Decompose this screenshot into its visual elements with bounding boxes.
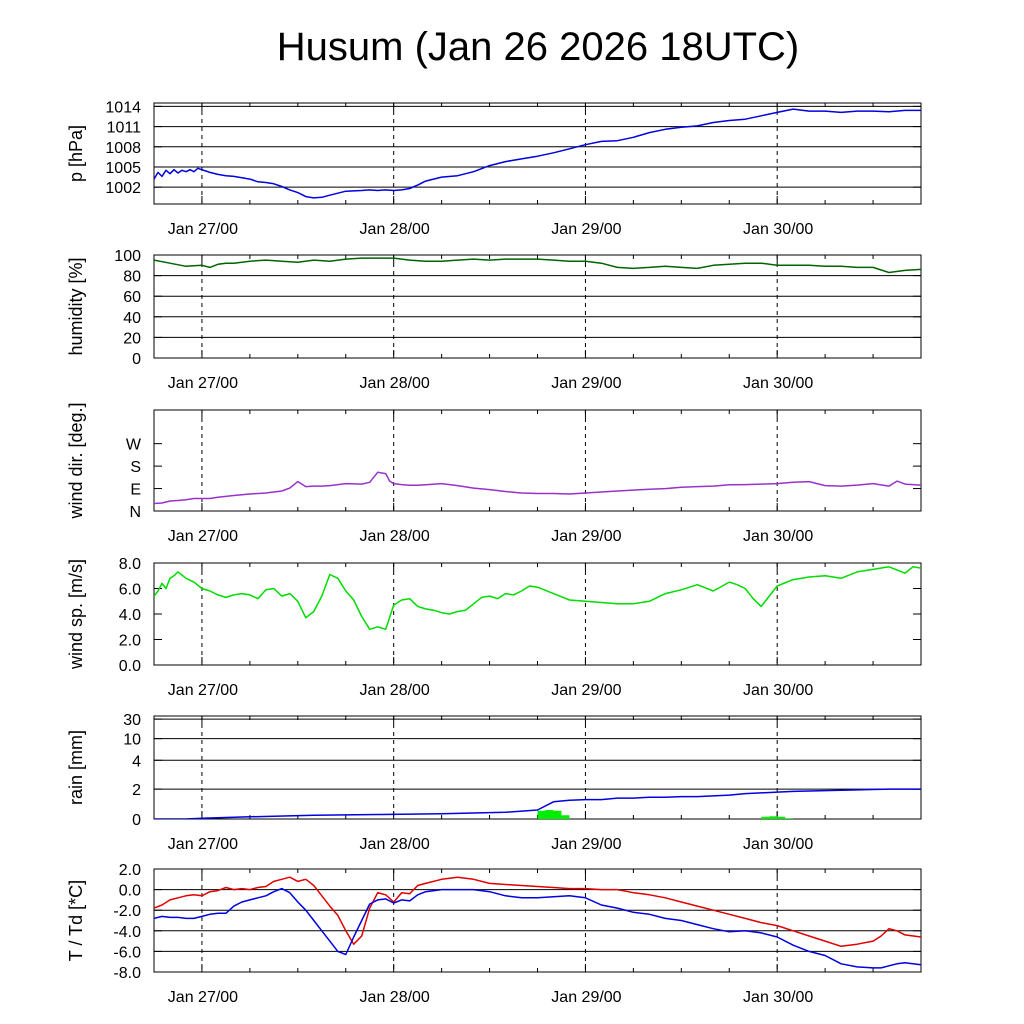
rain-bar	[537, 810, 546, 819]
x-tick-label: Jan 30/00	[743, 836, 813, 853]
series-group	[154, 876, 921, 969]
panel-frame	[153, 254, 922, 359]
rain-bar	[769, 816, 778, 819]
x-tick-label: Jan 30/00	[743, 528, 813, 545]
x-tick-label: Jan 29/00	[551, 221, 621, 238]
x-tick-label: Jan 29/00	[551, 375, 621, 392]
y-tick-label: 0.0	[119, 658, 141, 675]
y-axis-label: rain [mm]	[66, 730, 86, 805]
x-tick-label: Jan 28/00	[360, 682, 430, 699]
y-tick-label: 30	[123, 712, 141, 729]
x-tick-label: Jan 27/00	[168, 682, 238, 699]
x-tick-label: Jan 27/00	[168, 989, 238, 1006]
series-line-wind-direction	[154, 471, 921, 505]
x-tick-label: Jan 29/00	[551, 682, 621, 699]
y-tick-label: 1005	[105, 160, 141, 177]
y-tick-label: 8.0	[119, 556, 141, 573]
rain-bar	[785, 818, 794, 819]
x-tick-label: Jan 28/00	[360, 375, 430, 392]
x-tick-label: Jan 30/00	[743, 989, 813, 1006]
y-tick-label: -6.0	[113, 944, 141, 961]
y-tick-label: W	[126, 437, 142, 454]
panel-rain: 0 2 4 10 30 rain [mm] Jan 27/00 Jan 28/00 Jan 29…	[66, 712, 922, 853]
y-tick-label: 4.0	[119, 607, 141, 624]
y-tick-label: S	[130, 459, 141, 476]
x-tick-label: Jan 28/00	[360, 836, 430, 853]
y-tick-label: 1011	[107, 120, 142, 137]
panel-frame	[153, 562, 922, 666]
y-tick-label: 60	[123, 289, 141, 306]
rain-bar	[545, 810, 554, 819]
y-tick-label: 80	[123, 269, 141, 286]
panel-temperature: -8.0 -6.0 -4.0 -2.0 0.0 2.0 T / Td [*C] Jan 27/…	[66, 862, 922, 1006]
y-tick-label: 1008	[105, 140, 141, 157]
x-tick-label: Jan 29/00	[551, 528, 621, 545]
y-tick-label: 10	[123, 732, 141, 749]
series-line-t	[154, 876, 921, 948]
panel-frame	[153, 409, 922, 512]
x-tick-label: Jan 30/00	[743, 682, 813, 699]
series-line-accumulated-precipitation	[154, 788, 921, 819]
y-tick-label: N	[129, 504, 141, 521]
series-line-humidity	[154, 257, 921, 274]
x-tick-label: Jan 28/00	[360, 221, 430, 238]
panel-pressure: 1002 1005 1008 1011 1014 p [hPa] Jan 27/00 Jan …	[66, 99, 922, 238]
rain-bar	[553, 810, 562, 819]
x-tick-label: Jan 27/00	[168, 836, 238, 853]
x-tick-label: Jan 27/00	[168, 528, 238, 545]
panel-frame	[153, 102, 922, 205]
x-tick-label: Jan 28/00	[360, 989, 430, 1006]
panel-humidity: 0 20 40 60 80 100 humidity [%] Jan 27/00 Jan 28/…	[66, 248, 922, 392]
x-tick-label: Jan 29/00	[551, 836, 621, 853]
rain-bar	[561, 815, 570, 819]
y-tick-label: 20	[123, 330, 141, 347]
y-tick-label: 40	[123, 310, 141, 327]
x-tick-label: Jan 29/00	[551, 989, 621, 1006]
y-tick-label: 6.0	[119, 582, 141, 599]
x-tick-label: Jan 30/00	[743, 221, 813, 238]
panel-frame	[153, 715, 922, 820]
series-group	[154, 566, 921, 631]
series-group	[154, 788, 921, 819]
y-tick-label: -2.0	[113, 903, 141, 920]
y-tick-label: 2.0	[119, 862, 141, 879]
y-tick-label: 100	[114, 248, 141, 265]
series-line-td	[154, 887, 921, 969]
y-tick-label: -4.0	[113, 924, 141, 941]
chart-title: Husum (Jan 26 2026 18UTC)	[277, 25, 799, 69]
series-group	[154, 471, 921, 505]
y-tick-label: 0	[132, 351, 141, 368]
y-tick-label: 1014	[105, 99, 141, 116]
y-tick-label: -8.0	[113, 965, 141, 982]
y-tick-label: 0	[132, 812, 141, 829]
y-tick-label: 0.0	[119, 883, 141, 900]
y-tick-label: 4	[132, 753, 141, 770]
panel-wind_speed: 0.0 2.0 4.0 6.0 8.0 wind sp. [m/s] Jan 27/00 Ja…	[66, 556, 922, 699]
y-axis-label: humidity [%]	[66, 257, 86, 355]
y-tick-label: E	[130, 482, 141, 499]
y-axis-label: p [hPa]	[66, 125, 86, 182]
rain-bar	[777, 816, 786, 819]
series-line-wind-speed	[154, 566, 921, 631]
x-tick-label: Jan 28/00	[360, 528, 430, 545]
y-axis-label: T / Td [*C]	[66, 880, 86, 961]
x-tick-label: Jan 30/00	[743, 375, 813, 392]
x-tick-label: Jan 27/00	[168, 375, 238, 392]
series-group	[154, 257, 921, 274]
y-axis-label: wind sp. [m/s]	[66, 559, 86, 670]
series-line-pressure	[154, 108, 921, 199]
y-tick-label: 2.0	[119, 633, 141, 650]
y-tick-label: 1002	[105, 180, 141, 197]
rain-bar	[761, 816, 770, 819]
y-tick-label: 2	[132, 782, 141, 799]
y-axis-label: wind dir. [deg.]	[66, 402, 86, 519]
series-group	[154, 108, 921, 199]
x-tick-label: Jan 27/00	[168, 221, 238, 238]
